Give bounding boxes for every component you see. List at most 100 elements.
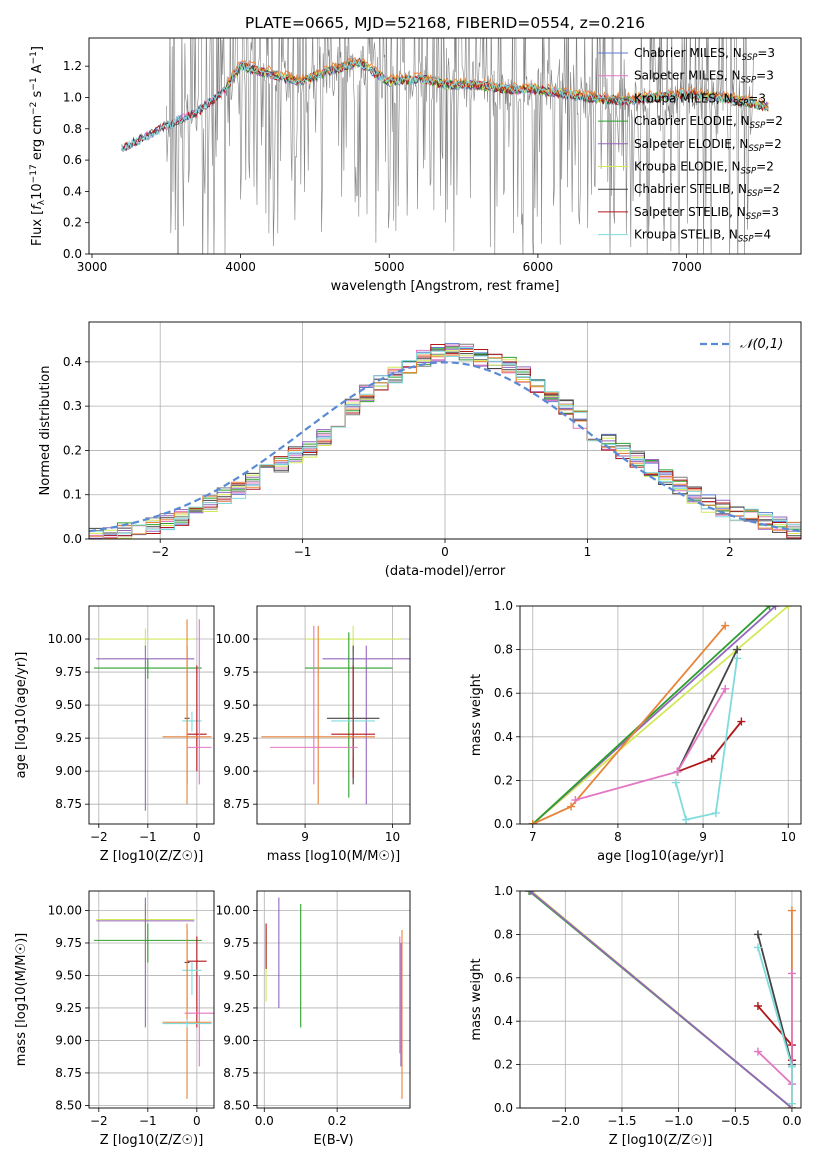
age_vs_mass-ytick-label: 9.50 bbox=[223, 698, 250, 712]
age_vs_Z-ytick-label: 9.00 bbox=[55, 764, 82, 778]
mass_weight_vs_Z-axes: −2.0 −1.5 −1.0 −0.5 0.0 0.0 0.2 0.4 0.6 0.8 1.0 bbox=[494, 884, 802, 1128]
mass-weight-line bbox=[677, 720, 743, 773]
mass_weight_vs_Z-data bbox=[525, 891, 796, 1108]
mass_weight_vs_age-ytick-label: 1.0 bbox=[494, 599, 513, 613]
legend-label: Salpeter MILES, NSSP=3 bbox=[634, 69, 774, 86]
legend-label: Chabrier MILES, NSSP=3 bbox=[634, 46, 775, 63]
spectrum-xlabel: wavelength [Angstrom, rest frame] bbox=[331, 279, 560, 294]
mass_weight_vs_age-xtick-label: 10 bbox=[781, 830, 796, 844]
mass-weight-point bbox=[682, 815, 691, 824]
mass_vs_Z-ytick-label: 9.25 bbox=[55, 1001, 82, 1015]
age_vs_Z-axes: −2 −1 0 8.75 9.00 9.25 9.50 9.75 10.00 bbox=[48, 606, 214, 844]
mass_vs_EBV-ytick-label: 8.75 bbox=[223, 1066, 250, 1080]
mass_weight_vs_age-xtick-label: 7 bbox=[529, 830, 537, 844]
mass_vs_EBV-data bbox=[265, 897, 403, 1099]
legend-label: Salpeter STELIB, NSSP=3 bbox=[634, 205, 779, 222]
mass_weight_vs_age-ytick-label: 0.8 bbox=[494, 643, 513, 657]
mass_weight_vs_age-ytick-label: 0.6 bbox=[494, 686, 513, 700]
age_vs_mass-data bbox=[261, 625, 410, 805]
mass_weight_vs_Z-xlabel: Z [log10(Z/Z☉)] bbox=[609, 1133, 713, 1148]
mass_vs_Z-axes: −2 −1 0 8.50 8.75 9.00 9.25 9.50 9.75 10.00 bbox=[48, 891, 214, 1128]
mass_weight_vs_Z-xtick-label: −1.5 bbox=[607, 1114, 636, 1128]
mass_vs_Z-frame bbox=[88, 890, 215, 1109]
age_vs_Z-xtick-label: 0 bbox=[193, 830, 201, 844]
spectrum-ytick-label: 1.0 bbox=[63, 90, 82, 104]
age_vs_Z-ytick-label: 8.75 bbox=[55, 797, 82, 811]
age_vs_mass-ytick-label: 9.25 bbox=[223, 731, 250, 745]
mass_weight_vs_Z-ytick-label: 0.2 bbox=[494, 1058, 513, 1072]
mass_vs_EBV-ytick-label: 9.00 bbox=[223, 1033, 250, 1047]
residuals-ytick-label: 0.1 bbox=[63, 488, 82, 502]
mass-weight-point bbox=[721, 621, 730, 630]
mass-weight-point bbox=[567, 802, 576, 811]
spectrum-frame bbox=[88, 37, 802, 255]
mass_vs_EBV-xtick-label: 0.0 bbox=[255, 1114, 274, 1128]
mass-weight-point bbox=[771, 606, 780, 610]
mass_vs_Z-xtick-label: −1 bbox=[139, 1114, 157, 1128]
mass_weight_vs_age-ytick-label: 0.0 bbox=[494, 817, 513, 831]
age_vs_Z-ytick-label: 9.75 bbox=[55, 665, 82, 679]
mass_vs_Z-ylabel: mass [log10(M/M☉)] bbox=[14, 933, 29, 1066]
legend-label: Kroupa ELODIE, NSSP=2 bbox=[634, 160, 774, 177]
mass-weight-point bbox=[721, 684, 730, 693]
mass-weight-point bbox=[525, 891, 534, 895]
mass-weight-point bbox=[571, 796, 580, 805]
spectrum-ytick-label: 1.2 bbox=[63, 59, 82, 73]
mass_vs_Z-ytick-label: 9.50 bbox=[55, 968, 82, 982]
mass-weight-point bbox=[784, 606, 793, 610]
age_vs_mass-frame bbox=[256, 605, 411, 825]
spectrum-data bbox=[121, 38, 769, 254]
spectrum-ylabel: Flux [fλ10−17 erg cm−2 s−1 A−1] bbox=[29, 46, 47, 246]
mass-weight-point bbox=[787, 906, 796, 915]
mass_vs_EBV-axes: 0.0 0.2 8.50 8.75 9.00 9.25 9.50 9.75 10.00 bbox=[216, 891, 410, 1128]
age_vs_mass-xlabel: mass [log10(M/M☉)] bbox=[267, 849, 400, 864]
mass_vs_EBV-frame bbox=[256, 890, 411, 1109]
mass-weight-line bbox=[676, 649, 738, 773]
mass_weight_vs_Z-xtick-label: −1.0 bbox=[664, 1114, 693, 1128]
age_vs_Z-frame bbox=[88, 605, 215, 825]
mass_vs_Z-ytick-label: 10.00 bbox=[48, 903, 82, 917]
mass_vs_Z-ytick-label: 8.50 bbox=[55, 1098, 82, 1112]
normal-curve bbox=[89, 361, 801, 533]
mass_weight_vs_age-ytick-label: 0.4 bbox=[494, 730, 513, 744]
legend-label: Chabrier ELODIE, NSSP=2 bbox=[634, 114, 783, 131]
mass_weight_vs_Z-ytick-label: 0.8 bbox=[494, 927, 513, 941]
mass-weight-point bbox=[787, 1099, 796, 1108]
mass-weight-point bbox=[753, 1002, 762, 1011]
mass_weight_vs_age-frame bbox=[519, 605, 802, 825]
residuals-frame bbox=[88, 321, 802, 540]
mass-weight-line bbox=[757, 973, 793, 1087]
mass_vs_EBV-xtick-label: 0.2 bbox=[328, 1114, 347, 1128]
mass-weight-point bbox=[733, 645, 742, 654]
spectrum-ytick-label: 0.6 bbox=[63, 153, 82, 167]
mass-weight-point bbox=[753, 930, 762, 939]
age_vs_Z-data bbox=[93, 619, 212, 811]
legend-label: Salpeter ELODIE, NSSP=2 bbox=[634, 137, 782, 154]
residuals-xtick-label: 2 bbox=[726, 545, 734, 559]
legend-label: Kroupa STELIB, NSSP=4 bbox=[634, 228, 771, 245]
age_vs_mass-ytick-label: 9.75 bbox=[223, 665, 250, 679]
residuals-xlabel: (data-model)/error bbox=[385, 564, 506, 579]
mass_vs_Z-ytick-label: 9.00 bbox=[55, 1033, 82, 1047]
mass_weight_vs_age-ytick-label: 0.2 bbox=[494, 773, 513, 787]
age_vs_mass-axes: 9 10 8.75 9.00 9.25 9.50 9.75 10.00 bbox=[216, 606, 410, 844]
mass_weight_vs_Z-ytick-label: 0.0 bbox=[494, 1101, 513, 1115]
age_vs_Z-ytick-label: 10.00 bbox=[48, 632, 82, 646]
mass_weight_vs_Z-xtick-label: −0.5 bbox=[721, 1114, 750, 1128]
mass-weight-point bbox=[733, 654, 742, 663]
residuals-ytick-label: 0.4 bbox=[63, 355, 82, 369]
residual-histogram bbox=[89, 344, 801, 539]
spectrum-ytick-label: 0.8 bbox=[63, 122, 82, 136]
age_vs_Z-ylabel: age [log10(age/yr)] bbox=[14, 652, 29, 779]
normal-legend-label: 𝒩(0,1) bbox=[740, 337, 783, 352]
mass_vs_EBV-ytick-label: 9.25 bbox=[223, 1001, 250, 1015]
mass_weight_vs_Z-ylabel: mass weight bbox=[469, 958, 484, 1040]
mass-weight-point bbox=[765, 606, 774, 610]
mass-weight-point bbox=[753, 1047, 762, 1056]
age_vs_Z-xtick-label: −2 bbox=[90, 830, 108, 844]
mass-weight-line bbox=[529, 891, 793, 1108]
residuals-ytick-label: 0.3 bbox=[63, 399, 82, 413]
mass_vs_EBV-ytick-label: 8.50 bbox=[223, 1098, 250, 1112]
mass-weight-point bbox=[528, 820, 537, 824]
